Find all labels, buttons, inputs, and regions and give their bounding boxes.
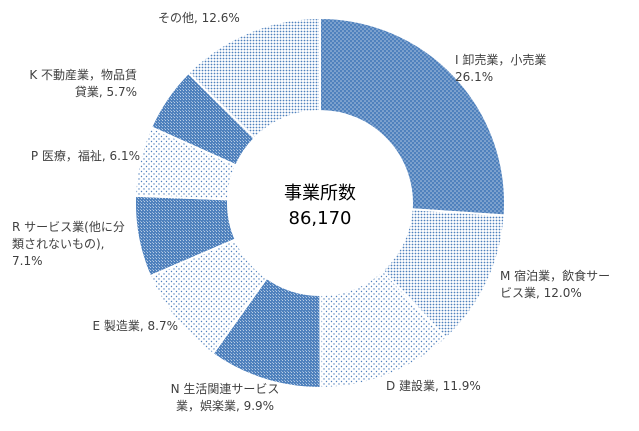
slice-label: N 生活関連サービス業，娯楽業, 9.9% [171, 382, 280, 413]
labels-layer: I 卸売業，小売業 26.1% M 宿泊業，飲食サービス業, 12.0% D 建設業,… [12, 11, 610, 413]
slice-label-line: 業，娯楽業, 9.9% [176, 399, 274, 413]
slice-label: R サービス業(他に分類されないもの), 7.1% [12, 220, 125, 268]
slice-label-line: P 医療，福祉, 6.1% [31, 148, 140, 163]
slice-label: D 建設業, 11.9% [386, 378, 481, 393]
slice-label-line: 貸業, 5.7% [75, 84, 137, 99]
slice-label: K 不動産業，物品賃貸業, 5.7% [29, 67, 137, 99]
slice-label: P 医療，福祉, 6.1% [31, 148, 140, 163]
slice-label: I 卸売業，小売業 26.1% [455, 52, 546, 84]
slice-label-line: E 製造業, 8.7% [92, 319, 178, 333]
slice-label-line: M 宿泊業，飲食サー [500, 268, 610, 283]
slice-label-line: ビス業, 12.0% [500, 286, 582, 300]
slices-layer [134, 16, 506, 390]
slice-label-line: 類されないもの), [12, 237, 105, 251]
donut-hole [228, 111, 412, 295]
slice-label: その他, 12.6% [158, 11, 240, 25]
slice-label: M 宿泊業，飲食サービス業, 12.0% [500, 268, 610, 300]
center-value: 86,170 [289, 208, 352, 229]
slice-label-line: I 卸売業，小売業 [455, 52, 546, 67]
slice-label-line: R サービス業(他に分 [12, 220, 125, 234]
slice-label: E 製造業, 8.7% [92, 319, 178, 333]
slice-label-line: 7.1% [12, 254, 43, 268]
center-label: 事業所数 [284, 183, 356, 204]
slice-label-line: K 不動産業，物品賃 [29, 67, 137, 82]
slice-label-line: N 生活関連サービス [171, 382, 280, 396]
slice-label-line: その他, 12.6% [158, 11, 240, 25]
slice-label-line: D 建設業, 11.9% [386, 378, 481, 393]
slice-label-line: 26.1% [455, 70, 493, 84]
